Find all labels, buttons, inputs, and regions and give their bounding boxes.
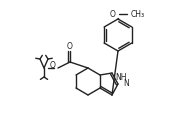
- Text: O: O: [67, 41, 73, 50]
- Text: N: N: [123, 79, 129, 87]
- Text: NH: NH: [115, 73, 126, 83]
- Text: CH₃: CH₃: [131, 9, 145, 18]
- Text: O: O: [109, 9, 115, 18]
- Text: O: O: [49, 61, 55, 70]
